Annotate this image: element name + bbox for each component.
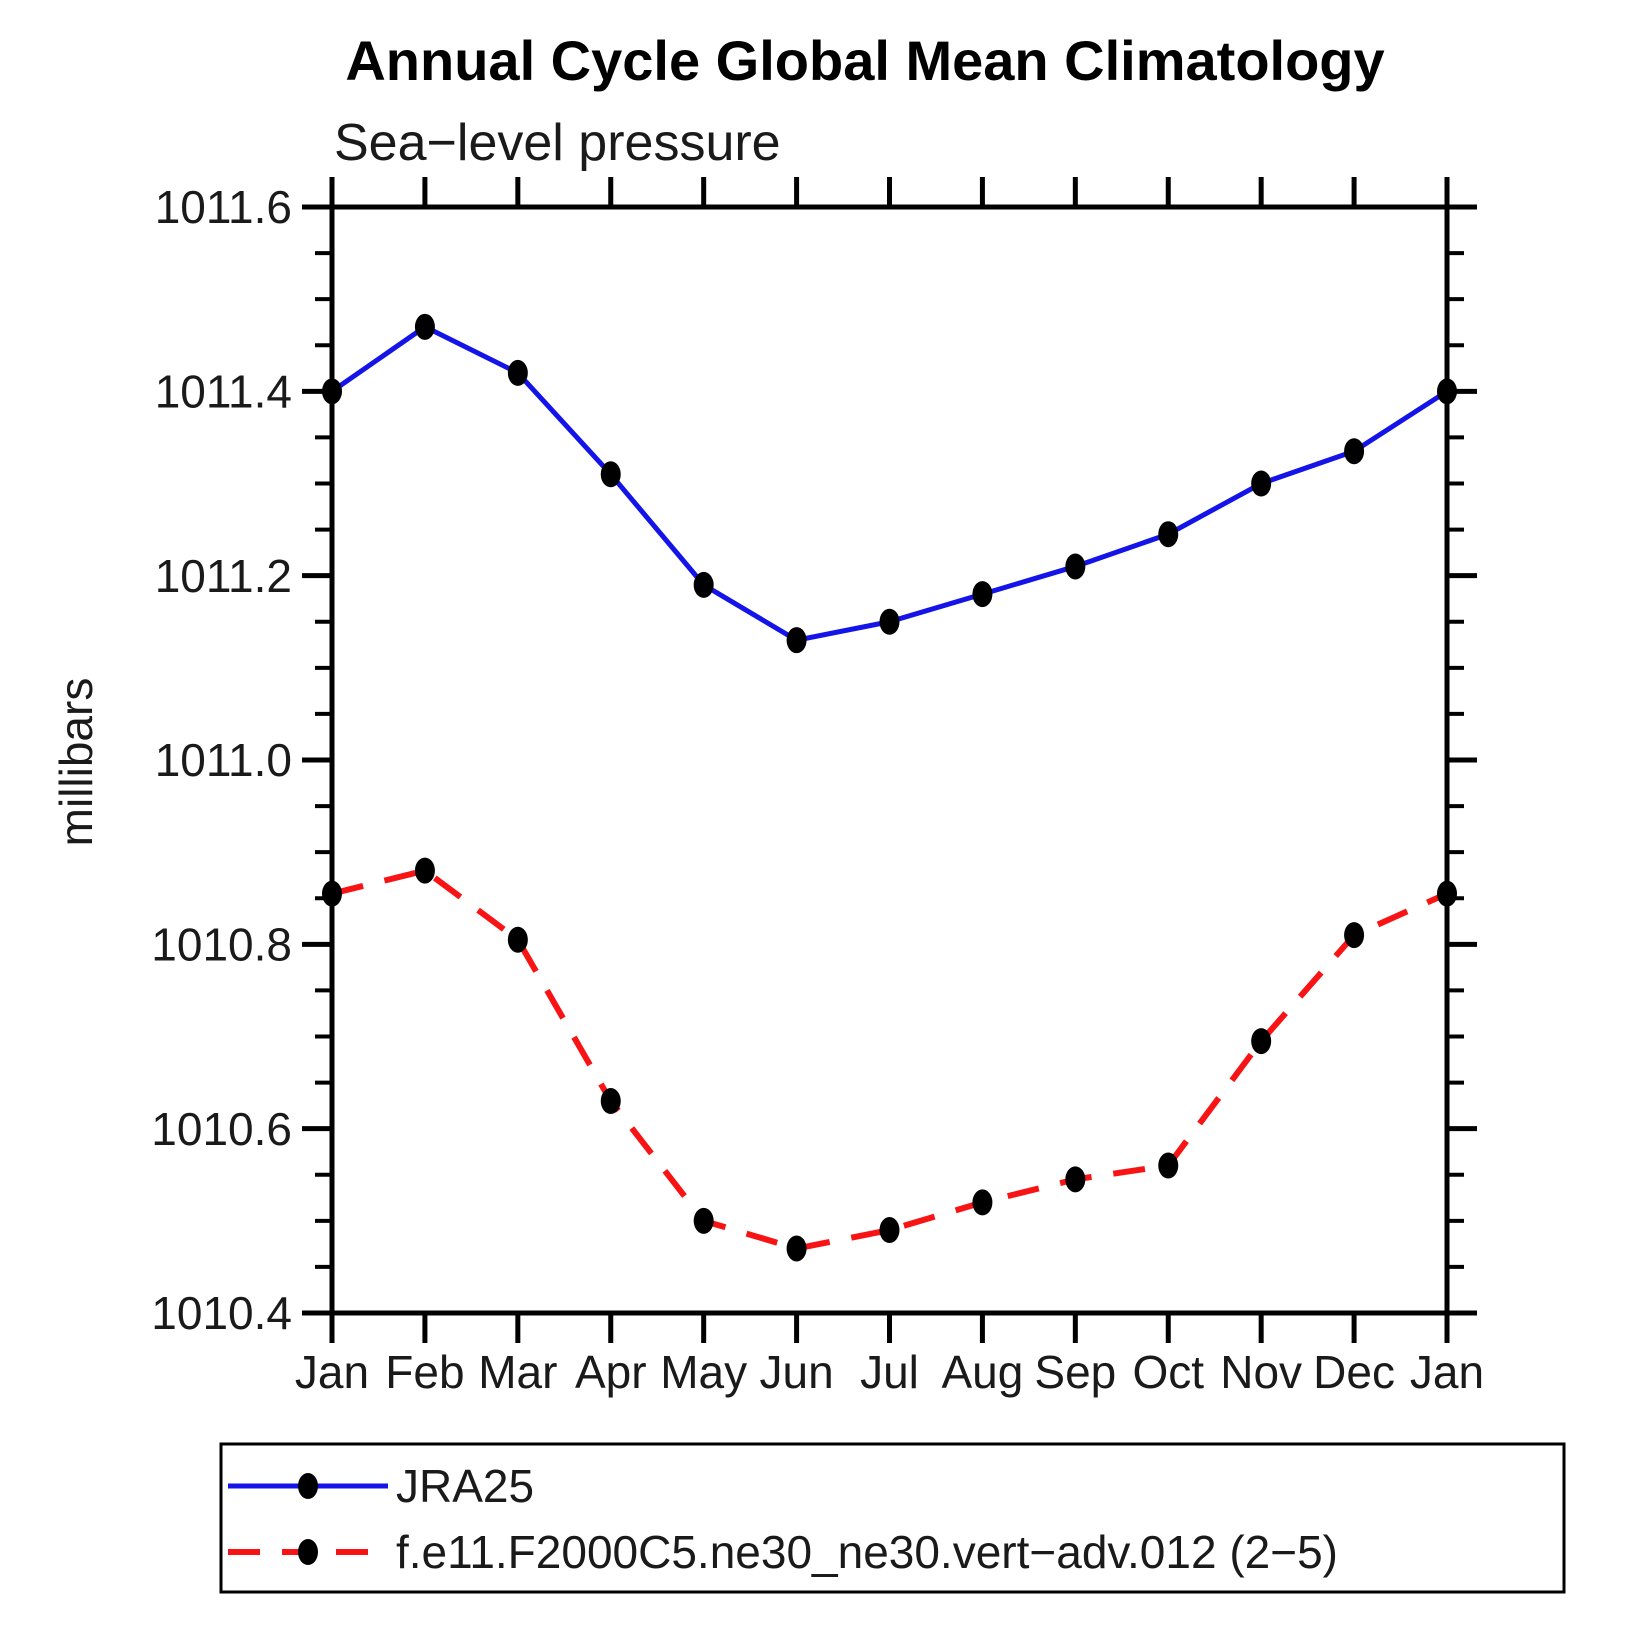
data-point-marker [1158,1152,1179,1179]
y-tick-label: 1011.0 [155,734,292,786]
data-point-marker [1251,470,1272,497]
x-tick-label: Sep [1034,1346,1116,1398]
data-point-marker [507,926,528,953]
x-tick-label: Nov [1220,1346,1302,1398]
data-point-marker [414,313,435,340]
legend-label-jra25: JRA25 [396,1460,534,1512]
legend-entry-jra25: JRA25 [228,1460,534,1512]
legend-box [219,1442,1566,1594]
legend-entry-model: f.e11.F2000C5.ne30_ne30.vert−adv.012 (2−… [228,1526,1338,1578]
data-point-marker [1065,553,1086,580]
legend-label-model: f.e11.F2000C5.ne30_ne30.vert−adv.012 (2−… [396,1526,1338,1578]
data-point-marker [322,880,342,907]
plot-frame [329,204,1450,1316]
x-tick-label: Aug [941,1346,1023,1398]
series-line-jra25 [330,323,1449,643]
x-tick-label: Jun [759,1346,833,1398]
data-point-marker [322,378,342,405]
y-tick-label: 1011.6 [155,181,292,233]
data-point-marker [1251,1028,1272,1055]
data-point-marker [972,581,993,608]
x-tick-label: Jan [295,1346,369,1398]
data-point-marker [1437,880,1457,907]
data-point-marker [972,1189,993,1216]
series-layer [322,313,1457,1262]
x-tick-label: Mar [478,1346,557,1398]
x-tick-label: Jul [860,1346,919,1398]
data-point-marker [879,608,900,635]
data-point-marker [1065,1166,1086,1193]
data-point-marker [786,1235,807,1262]
y-tick-label: 1010.4 [151,1287,292,1339]
x-tick-label: Apr [575,1346,647,1398]
data-point-marker [507,359,528,386]
series-line-model [331,867,1449,1252]
x-tick-labels: Jan Feb Mar Apr May Jun Jul Aug Sep Oct Nov Dec Jan [295,1346,1484,1398]
y-tick-label: 1011.2 [155,550,292,602]
data-point-marker [1344,922,1365,949]
x-tick-label: Jan [1410,1346,1484,1398]
y-tick-labels: 1010.4 1010.6 1010.8 1011.0 1011.2 1011.4 1011… [151,181,292,1339]
legend-marker-dot-icon [298,1473,318,1499]
legend: JRA25 f.e11.F2000C5.ne30_ne30.vert−adv.0… [219,1442,1566,1594]
data-point-marker [786,627,807,654]
legend-marker-dot-icon [298,1539,318,1565]
data-point-marker [879,1217,900,1244]
chart-title: Annual Cycle Global Mean Climatology [345,29,1384,92]
y-tick-label: 1011.4 [155,365,292,417]
data-point-marker [600,461,621,488]
x-tick-label: Dec [1313,1346,1395,1398]
x-tick-label: May [660,1346,747,1398]
y-tick-label: 1010.8 [151,918,292,970]
data-point-marker [1158,521,1179,548]
x-tick-label: Oct [1132,1346,1204,1398]
x-tick-label: Feb [385,1346,464,1398]
data-point-marker [600,1088,621,1115]
data-point-marker [693,1207,714,1234]
data-point-marker [1437,378,1457,405]
data-point-marker [414,857,435,884]
y-tick-label: 1010.6 [151,1103,292,1155]
y-axis-label: millibars [50,678,102,847]
data-point-marker [1344,438,1365,465]
data-point-marker [693,571,714,598]
chart-subtitle: Sea−level pressure [334,114,781,172]
